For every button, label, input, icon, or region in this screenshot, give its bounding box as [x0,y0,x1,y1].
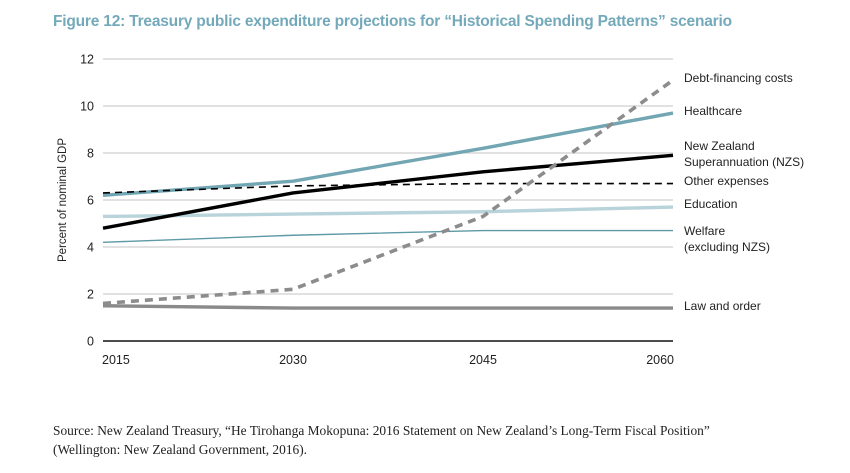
legend-label: Debt-financing costs [684,71,793,85]
legend-label-line: (excluding NZS) [684,240,770,254]
y-tick-label: 8 [87,147,94,161]
x-tick-label: 2045 [469,353,497,367]
legend-label-line: Debt-financing costs [684,71,793,85]
legend-label-line: Healthcare [684,104,742,118]
series-line-new-zealand-superannuation-nzs [102,153,674,230]
source-note: Source: New Zealand Treasury, “He Tiroha… [53,421,833,459]
x-tick-label: 2015 [102,353,130,367]
source-line-1: Source: New Zealand Treasury, “He Tiroha… [53,423,710,438]
legend: Debt-financing costs Healthcare New Zealan… [684,71,804,313]
legend-label: Law and order [684,299,761,313]
y-tick-label: 12 [80,53,94,67]
legend-label: New Zealand Superannuation (NZS) [684,139,804,169]
legend-label: Other expenses [684,174,769,188]
legend-label: Education [684,197,737,211]
y-tick-label: 10 [80,100,94,114]
series-line-law-and-order [102,304,673,310]
legend-label-line: Education [684,197,737,211]
legend-label-line: Welfare [684,224,725,238]
legend-label-line: Superannuation (NZS) [684,155,804,169]
legend-label: Healthcare [684,104,742,118]
grid-lines [103,58,673,342]
legend-label-line: Other expenses [684,174,769,188]
series-line-welfare-excluding-nzs [102,229,673,243]
x-tick-label: 2060 [646,353,674,367]
y-axis-tick-labels: 0 2 4 6 8 10 12 [80,53,94,349]
y-tick-label: 4 [87,241,94,255]
y-axis-label: Percent of nominal GDP [57,138,69,262]
legend-label-line: Law and order [684,299,761,313]
series-line-education [102,205,674,219]
x-axis-tick-labels: 2015 2030 2045 2060 [102,353,674,367]
chart-title: Figure 12: Treasury public expenditure p… [53,13,732,30]
y-tick-label: 0 [87,335,94,349]
series-lines [102,78,675,310]
line-chart: 0 2 4 6 8 10 12 2015 2030 2045 2060 Percent of no… [57,53,804,368]
y-tick-label: 2 [87,288,94,302]
legend-label: Welfare (excluding NZS) [684,224,770,254]
y-tick-label: 6 [87,194,94,208]
x-tick-label: 2030 [279,353,307,367]
series-line-debt-financing-costs [102,78,675,306]
legend-label-line: New Zealand [684,139,755,153]
source-line-2: (Wellington: New Zealand Government, 201… [53,442,308,457]
series-line-healthcare [102,111,674,197]
